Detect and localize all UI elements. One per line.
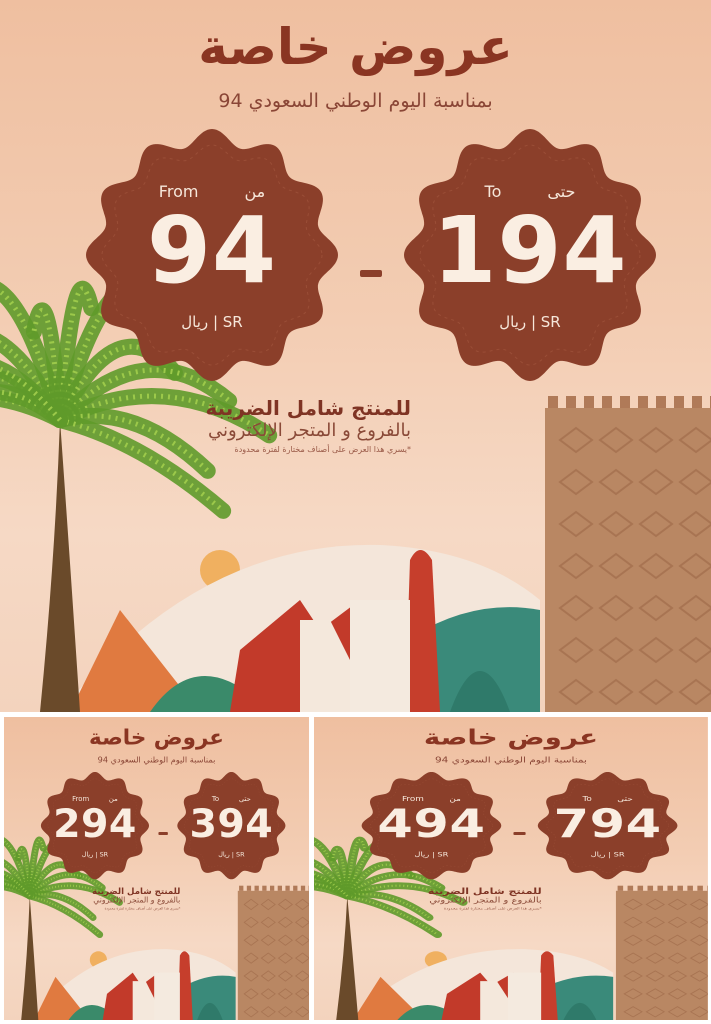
tax-line-1: للمنتج شامل الضريبة [427,885,542,896]
badge-label-en: From [401,794,424,803]
badge-label-ar: حتى [238,794,251,803]
currency-label: ريال | SR [414,850,449,859]
price-badge-from: From من 494 ريال | SR [359,770,503,881]
tax-line-2: بالفروع و المتجر الإلكتروني [93,895,181,905]
price-value: 294 [53,800,137,847]
scalloped-badge-shape [177,771,286,880]
tax-line-2: بالفروع و المتجر الإلكتروني [429,895,542,905]
range-dash [360,270,382,277]
heritage-scene-illustration [4,835,309,1020]
price-badge-from: From من 294 ريال | SR [39,770,151,881]
scalloped-badge-shape [361,771,502,880]
price-value: 494 [377,800,486,847]
offer-panel-3: عروض خاصة بمناسبة اليوم الوطني السعودي 9… [314,717,708,1020]
tax-line-1: للمنتج شامل الضريبة [92,885,181,896]
orange-mountain [352,976,425,1020]
heritage-scene-illustration [314,835,708,1020]
tax-line-1: للمنتج شامل الضريبة [205,396,411,420]
price-badge-to: To حتى 794 ريال | SR [536,770,680,881]
badge-label-en: From [158,182,199,201]
price-value: 94 [146,197,278,304]
currency-label: ريال | SR [181,313,243,331]
badge-label-en: From [72,794,90,803]
scalloped-badge-shape [86,129,338,381]
minaret [405,550,440,712]
offer-panel-2: عروض خاصة بمناسبة اليوم الوطني السعودي 9… [4,717,309,1020]
currency-label: ريال | SR [590,850,625,859]
offer-title: عروض خاصة [89,724,224,750]
price-badge-to: To حتى 394 ريال | SR [176,770,288,881]
tax-info: للمنتج شامل الضريبة بالفروع و المتجر الإ… [92,886,180,911]
minaret [177,951,193,1020]
scalloped-badge-shape [40,771,150,880]
badge-label-en: To [211,794,220,803]
palm-trunk [336,895,359,1020]
offer-subtitle: بمناسبة اليوم الوطني السعودي 94 [97,755,216,765]
fort-wall [545,408,711,712]
heritage-scene-illustration [0,277,711,712]
offer-note: *يسري هذا العرض على أصناف مختارة لفترة م… [104,906,181,911]
currency-label: ريال | SR [218,850,245,859]
price-value: 194 [432,197,628,304]
palm-trunk [21,895,39,1020]
offer-panel-1: عروض خاصة بمناسبة اليوم الوطني السعودي 9… [0,0,711,712]
price-value: 794 [553,800,662,847]
badge-label-ar: من [244,182,266,201]
badge-label-en: To [484,182,502,201]
orange-mountain [34,976,90,1020]
tax-info: للمنتج شامل الضريبة بالفروع و المتجر الإ… [428,886,542,911]
range-dash [158,832,168,836]
offer-subtitle: بمناسبة اليوم الوطني السعودي 94 [218,90,493,112]
price-badge-from: From من 94 ريال | SR [82,125,342,385]
currency-label: ريال | SR [499,313,561,331]
offer-subtitle: بمناسبة اليوم الوطني السعودي 94 [434,755,587,765]
badge-label-ar: حتى [617,794,633,803]
tax-line-2: بالفروع و المتجر الإلكتروني [208,420,411,441]
tax-info: للمنتج شامل الضريبة بالفروع و المتجر الإ… [206,396,411,454]
offer-note: *يسري هذا العرض على أصناف مختارة لفترة م… [234,445,411,454]
badge-label-ar: حتى [547,182,576,201]
offer-title: عروض خاصة [423,724,599,750]
badge-label-ar: من [449,794,461,803]
minaret [538,951,558,1020]
offer-title: عروض خاصة [198,18,513,76]
range-dash [513,832,526,836]
price-badge-to: To حتى 194 ريال | SR [400,125,660,385]
palm-trunk [40,420,80,712]
badge-label-en: To [582,794,592,803]
scalloped-badge-shape [537,771,678,880]
badge-label-ar: من [108,794,118,803]
currency-label: ريال | SR [81,850,109,859]
price-value: 394 [189,800,274,847]
orange-mountain [70,610,200,712]
scalloped-badge-shape [404,129,656,381]
offer-note: *يسري هذا العرض على أصناف مختارة لفترة م… [443,906,542,911]
